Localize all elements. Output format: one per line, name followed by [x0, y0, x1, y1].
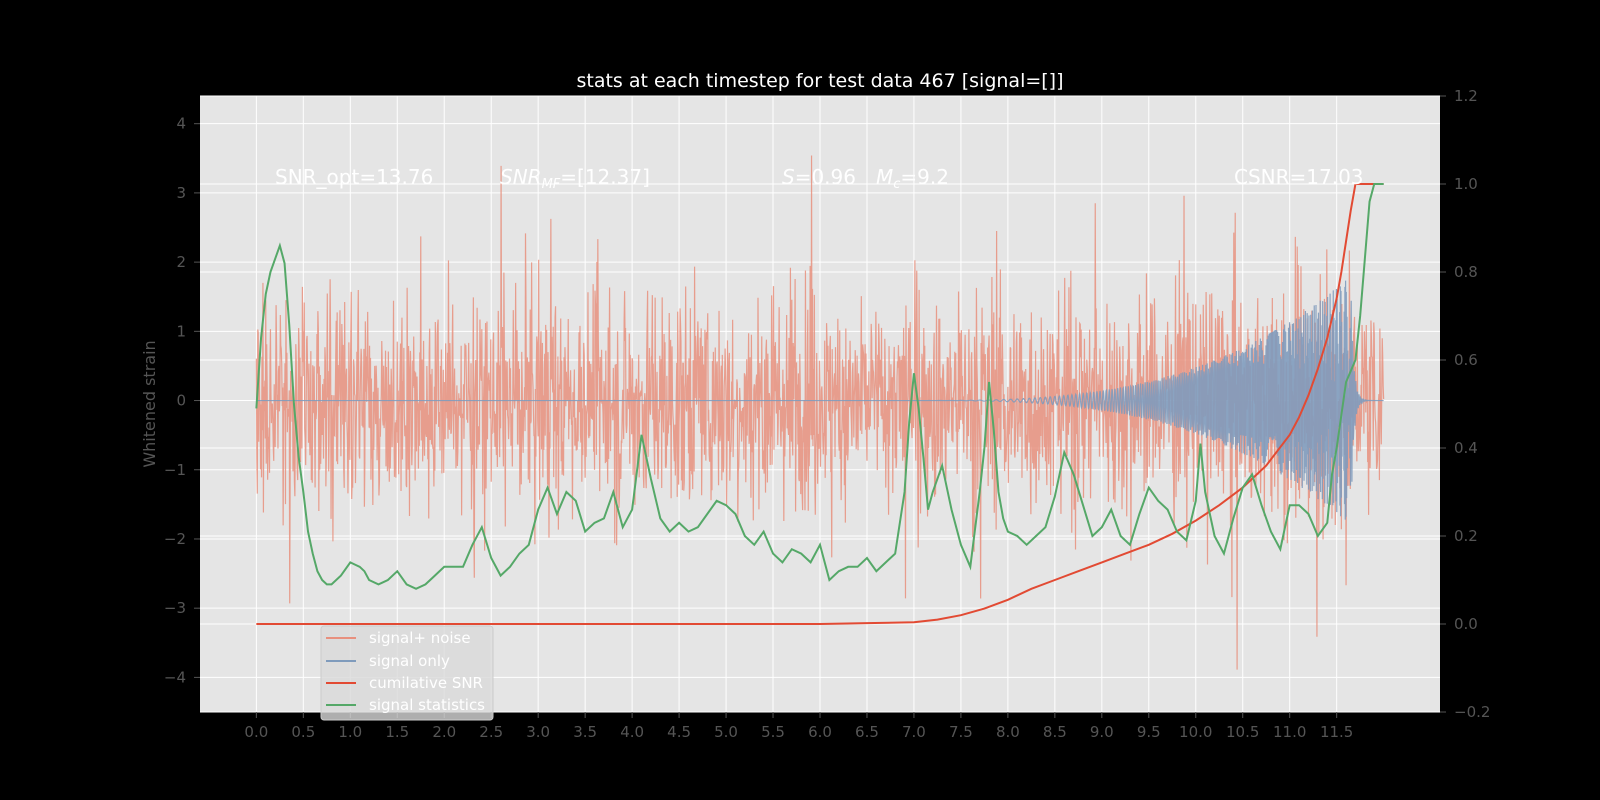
legend-label-signal-statistics: signal statistics — [369, 696, 485, 714]
line-cumilative-snr — [256, 183, 1384, 625]
series-signal-statistics — [255, 183, 1384, 590]
x-tick-label: 4.0 — [620, 723, 644, 741]
y-left-tick-label: 0 — [176, 392, 186, 410]
y-right-tick-label: 0.0 — [1454, 615, 1478, 633]
y-right-tick-label: 1.0 — [1454, 175, 1478, 193]
x-tick-label: 0.5 — [291, 723, 315, 741]
x-tick-label: 9.0 — [1090, 723, 1114, 741]
line-signal-plus-noise — [255, 155, 1385, 670]
y-right-tick-label: 0.4 — [1454, 439, 1478, 457]
y-left-tick-label: 2 — [176, 253, 186, 271]
x-tick-label: 10.0 — [1179, 723, 1212, 741]
x-tick-label: 8.5 — [1043, 723, 1067, 741]
y-right-axis-ticks: 1.2 1.0 0.8 0.6 0.4 0.2 0.0 −0.2 — [1440, 87, 1490, 721]
x-tick-label: 5.0 — [714, 723, 738, 741]
x-axis-ticks: 0.0 0.5 1.0 1.5 2.0 2.5 3.0 3.5 4.0 4.5 5.0 5.5 6.0 6… — [244, 712, 1353, 741]
y-left-tick-label: 1 — [176, 322, 186, 340]
y-left-tick-label: −4 — [164, 668, 186, 686]
line-signal-only — [256, 280, 1384, 520]
x-tick-label: 0.0 — [244, 723, 268, 741]
line-signal-statistics — [255, 183, 1384, 590]
chart-title: stats at each timestep for test data 467… — [576, 70, 1063, 92]
annotation-csnr: CSNR=17.03 — [1234, 165, 1364, 189]
annotation-snr-opt: SNR_opt=13.76 — [275, 165, 433, 189]
y-right-tick-label: 0.8 — [1454, 263, 1478, 281]
annotation-s-value: S=0.96 — [782, 165, 856, 189]
x-tick-label: 2.0 — [432, 723, 456, 741]
x-tick-label: 8.0 — [996, 723, 1020, 741]
y-left-tick-label: −2 — [164, 530, 186, 548]
annotation-mc-value: Mc=9.2 — [876, 165, 949, 192]
x-tick-label: 3.0 — [526, 723, 550, 741]
x-tick-label: 5.5 — [761, 723, 785, 741]
legend-box — [320, 625, 494, 721]
x-tick-label: 11.5 — [1320, 723, 1353, 741]
series-cumilative-snr — [256, 183, 1384, 625]
y-left-axis-ticks: 4 3 2 1 0 −1 −2 −3 −4 — [164, 115, 200, 686]
y-axis-label: Whitened strain — [140, 340, 159, 467]
y-right-tick-label: −0.2 — [1454, 703, 1490, 721]
x-tick-label: 11.0 — [1273, 723, 1306, 741]
y-left-tick-label: 3 — [176, 184, 186, 202]
x-tick-label: 4.5 — [667, 723, 691, 741]
y-left-tick-label: 4 — [176, 115, 186, 133]
x-tick-label: 10.5 — [1226, 723, 1259, 741]
x-tick-label: 9.5 — [1137, 723, 1161, 741]
x-tick-label: 6.0 — [808, 723, 832, 741]
x-tick-label: 6.5 — [855, 723, 879, 741]
x-tick-label: 7.0 — [902, 723, 926, 741]
annotations: SNR_opt=13.76 SNRMF=[12.37] S=0.96 Mc=9.… — [275, 165, 1364, 192]
y-left-tick-label: −3 — [164, 599, 186, 617]
y-right-tick-label: 1.2 — [1454, 87, 1478, 105]
annotation-snr-mf: SNRMF=[12.37] — [500, 165, 650, 192]
legend-label-signal-only: signal only — [369, 652, 450, 670]
x-tick-label: 3.5 — [573, 723, 597, 741]
y-right-tick-label: 0.6 — [1454, 351, 1478, 369]
y-left-tick-label: −1 — [164, 461, 186, 479]
legend-label-signal-plus-noise: signal+ noise — [369, 629, 471, 647]
series-signal-plus-noise — [255, 155, 1385, 670]
x-tick-label: 2.5 — [479, 723, 503, 741]
legend-label-cumilative-snr: cumilative SNR — [369, 674, 483, 692]
x-tick-label: 7.5 — [949, 723, 973, 741]
y-right-tick-label: 0.2 — [1454, 527, 1478, 545]
x-tick-label: 1.5 — [385, 723, 409, 741]
x-tick-label: 1.0 — [338, 723, 362, 741]
series-signal-only — [256, 280, 1384, 520]
legend: signal+ noise signal only cumilative SNR… — [320, 625, 494, 721]
